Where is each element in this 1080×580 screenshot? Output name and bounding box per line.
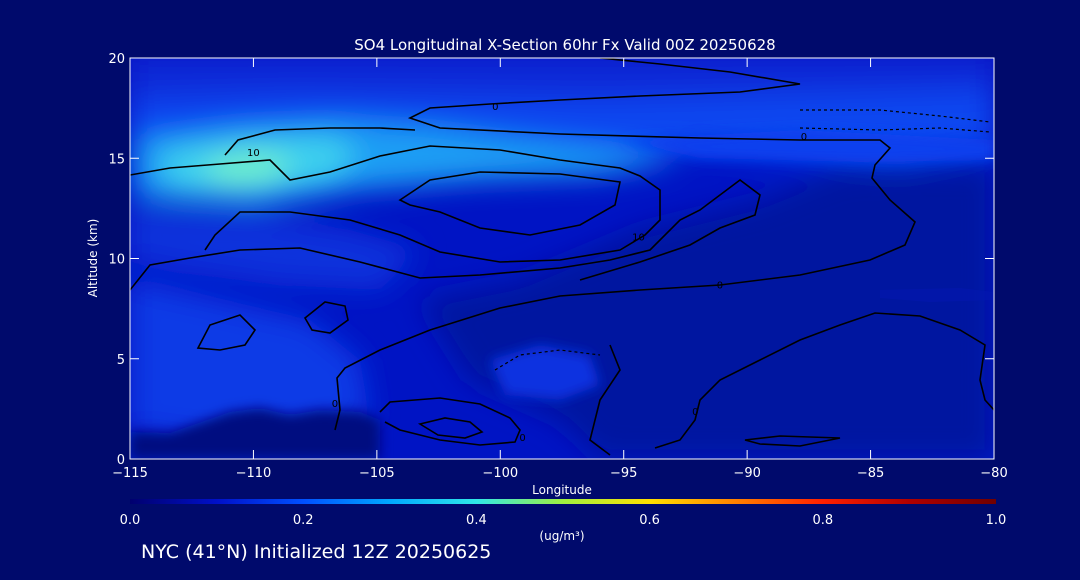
chart-title: SO4 Longitudinal X-Section 60hr Fx Valid… <box>354 36 775 54</box>
colorbar-tick-label: 0.8 <box>812 513 833 528</box>
x-tick-label: −105 <box>359 466 395 481</box>
y-tick-label: 20 <box>108 52 125 67</box>
contour-label: 0 <box>692 407 698 418</box>
contour-label: 0 <box>801 132 807 143</box>
x-tick-label: −115 <box>112 466 148 481</box>
contour-lines <box>130 58 994 456</box>
x-tick-label: −100 <box>482 466 518 481</box>
contour-upper-left <box>224 127 416 156</box>
field-blob-mid <box>490 345 600 400</box>
contour-label: 0 <box>492 102 498 113</box>
contour-label: 0 <box>717 281 723 292</box>
x-tick-label: −110 <box>236 466 272 481</box>
field-surface-dark <box>130 408 380 459</box>
colorbar-tick-label: 0.6 <box>639 513 660 528</box>
contour-right-small <box>744 435 841 447</box>
y-axis-label: Altitude (km) <box>86 219 100 298</box>
colorbar-bar <box>130 499 996 504</box>
dashed-contours <box>494 109 991 371</box>
colorbar-ticks: 0.0 0.2 0.4 0.6 0.8 1.0 <box>120 513 1007 528</box>
y-axis: 0 5 10 15 20 <box>108 52 994 468</box>
contour-small-loop-1 <box>196 314 257 351</box>
contour-surface-loop <box>379 397 521 446</box>
contour-small-loop-2 <box>303 301 349 334</box>
x-tick-label: −85 <box>857 466 884 481</box>
contour-top <box>334 58 916 431</box>
contour-right-dome <box>654 312 994 449</box>
field-mid-blue-2 <box>130 210 420 290</box>
y-tick-label: 15 <box>108 152 125 167</box>
footer-caption: NYC (41°N) Initialized 12Z 20250625 <box>141 541 492 563</box>
dashed-contour-upper-right <box>799 109 991 133</box>
field-right-dark-patch <box>880 288 994 302</box>
colorbar-tick-label: 0.2 <box>293 513 314 528</box>
contour-label: 0 <box>519 433 525 444</box>
y-tick-label: 0 <box>117 453 125 468</box>
contour-label-group: 0 0 10 10 0 0 0 0 <box>247 102 807 444</box>
x-axis: −115 −110 −105 −100 −95 −90 −85 −80 <box>112 58 1008 481</box>
y-tick-label: 5 <box>117 353 125 368</box>
contour-10-band <box>130 145 661 263</box>
contour-mid-vertical <box>589 344 621 456</box>
colorbar-tick-label: 0.0 <box>120 513 141 528</box>
y-tick-label: 10 <box>108 253 125 268</box>
x-axis-label: Longitude <box>532 483 592 497</box>
colorbar-tick-label: 1.0 <box>986 513 1007 528</box>
colorbar-tick-label: 0.4 <box>466 513 487 528</box>
contour-label: 0 <box>332 399 338 410</box>
x-tick-label: −95 <box>610 466 637 481</box>
colorbar-units-label: (ug/m³) <box>539 529 584 543</box>
plot-area <box>130 58 994 459</box>
field-mid-blue-1 <box>130 280 370 440</box>
x-tick-label: −90 <box>733 466 760 481</box>
contour-label: 10 <box>247 148 260 159</box>
contour-inner-loop <box>398 171 621 236</box>
dashed-contour-mid <box>494 349 601 371</box>
contour-lower-wide <box>130 179 761 291</box>
x-tick-label: −80 <box>980 466 1007 481</box>
field-top-band <box>130 58 994 100</box>
contour-surface-inner <box>417 417 484 439</box>
contour-label: 10 <box>632 232 645 243</box>
